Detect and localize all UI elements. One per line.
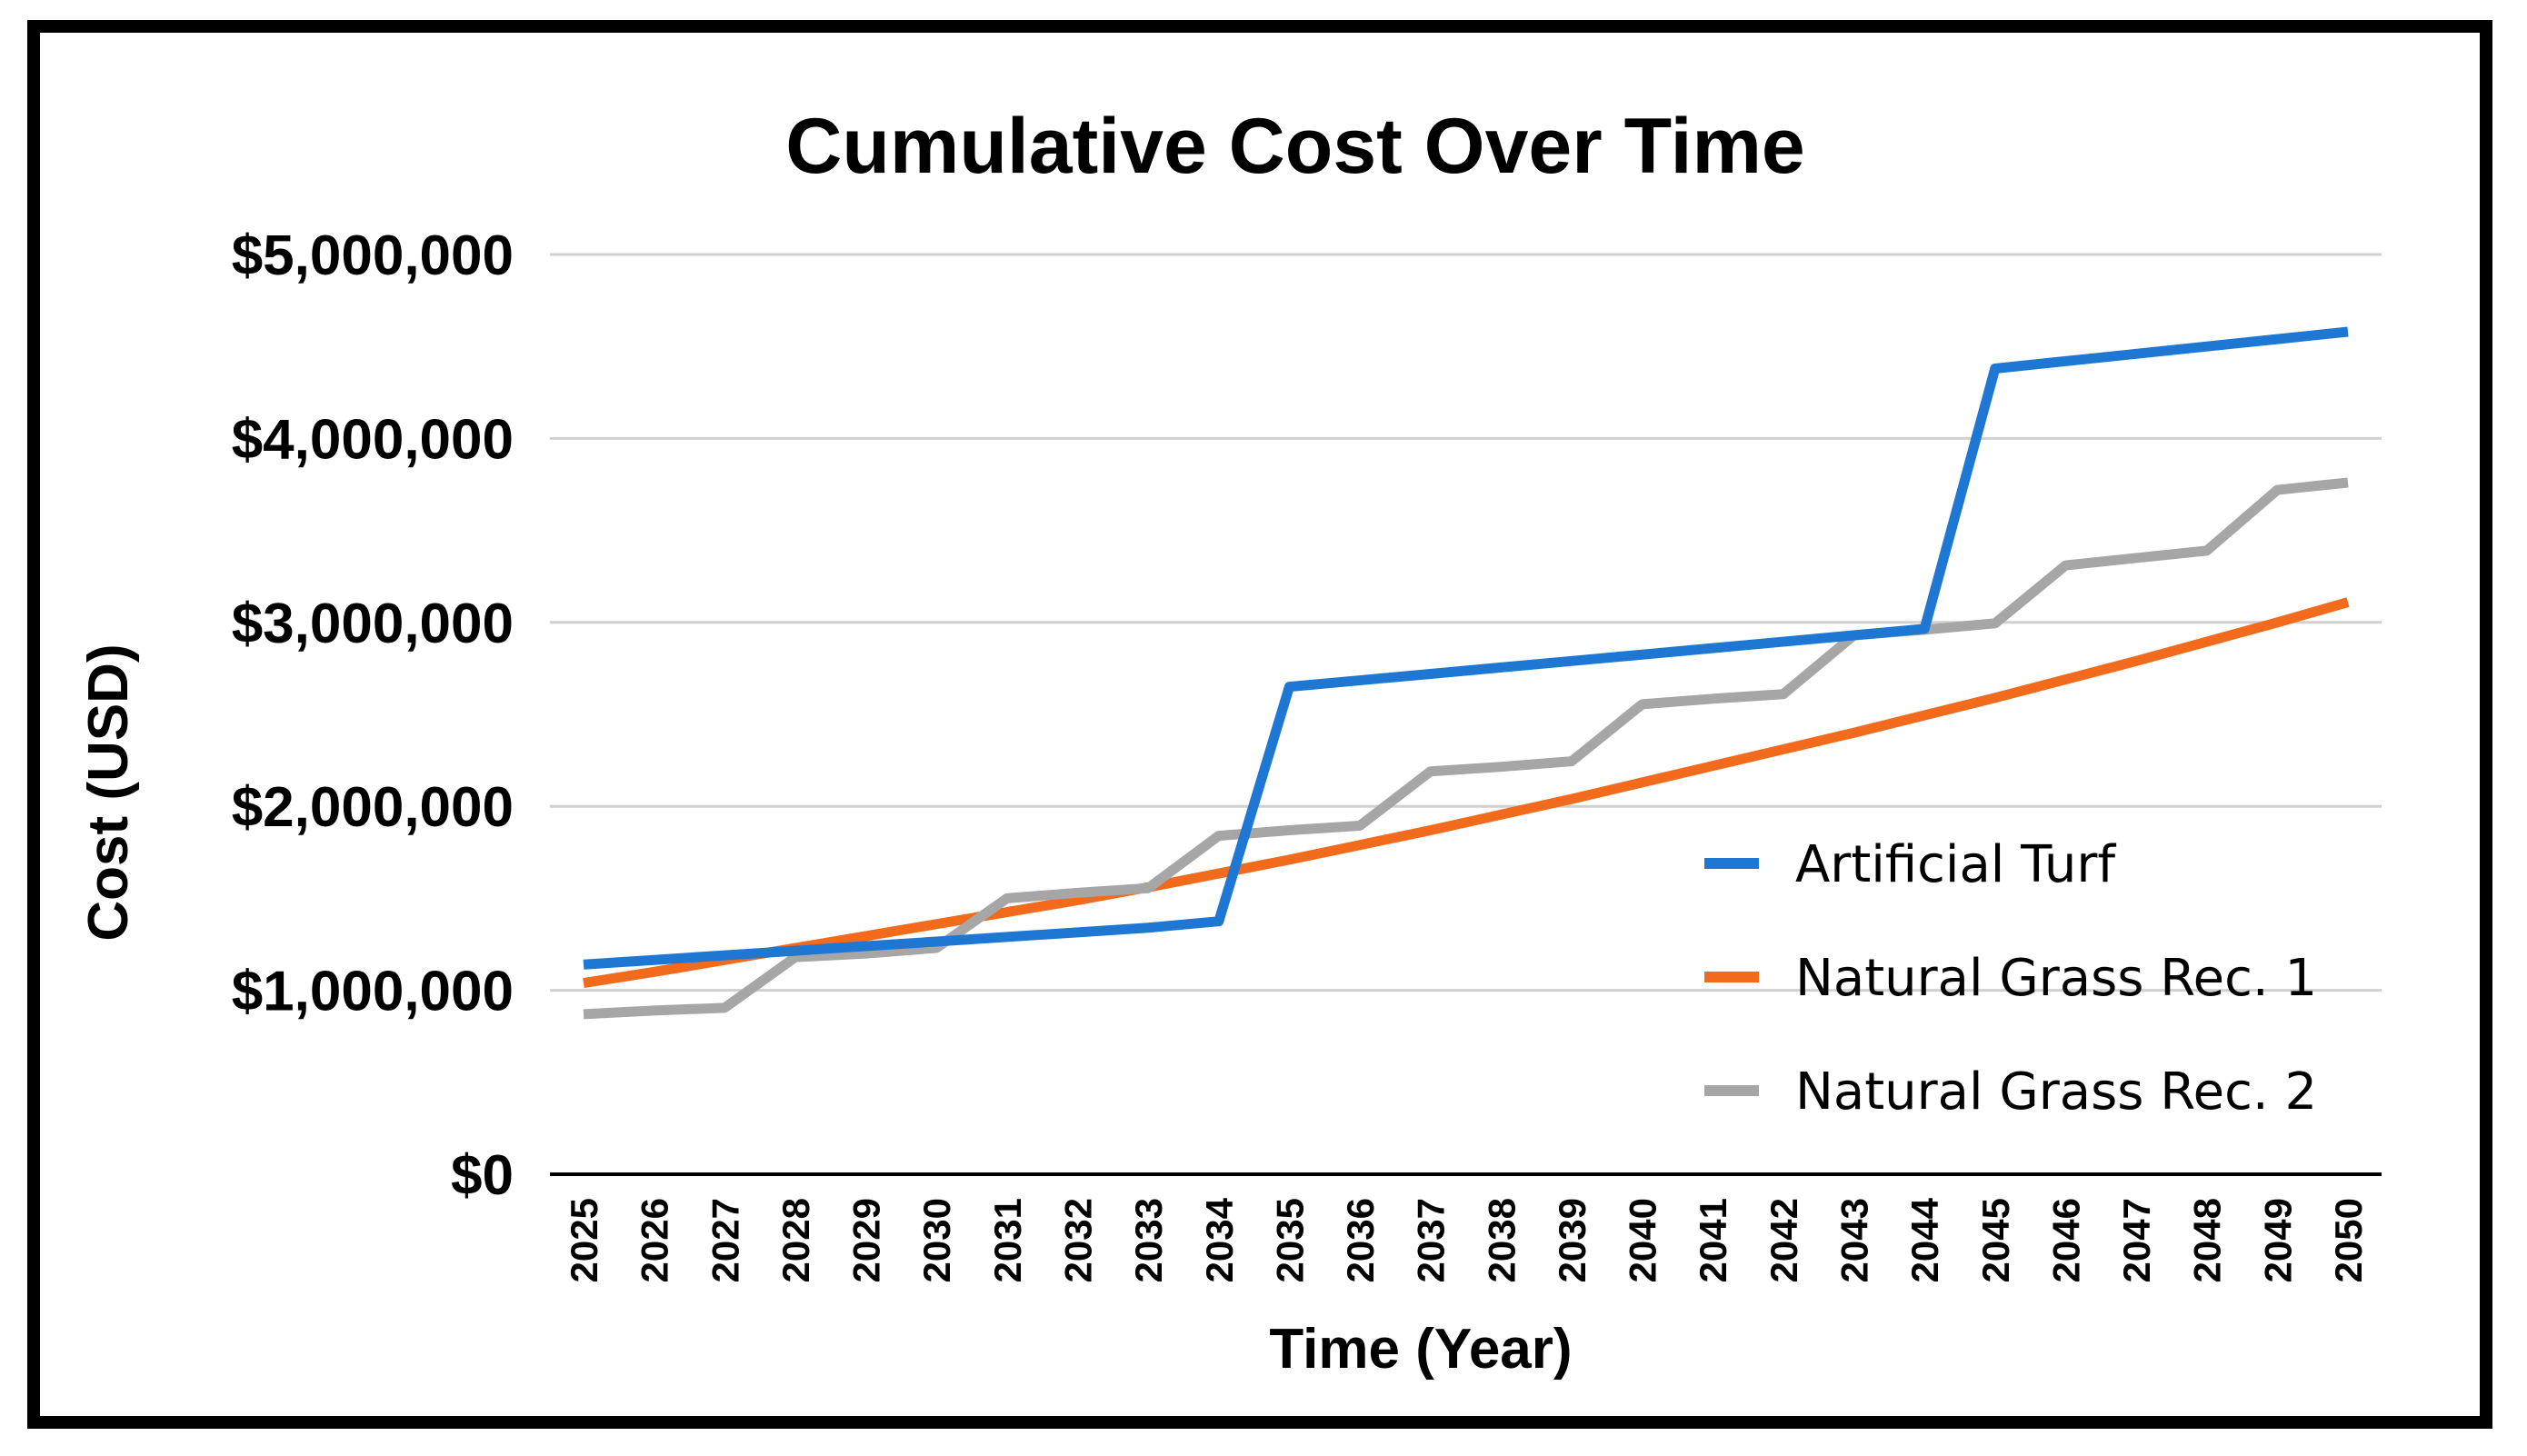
x-tick-label: 2046 — [2044, 1198, 2087, 1282]
x-tick-label: 2034 — [1198, 1197, 1241, 1282]
x-tick-label: 2039 — [1551, 1198, 1593, 1282]
x-tick-label: 2033 — [1127, 1198, 1170, 1282]
y-axis-ticks: $0 $1,000,000 $2,000,000 $3,000,000 $4,000,0… — [232, 224, 514, 1207]
series-line-natural-grass-rec-1 — [583, 597, 2350, 988]
x-tick-label: 2049 — [2256, 1198, 2299, 1282]
x-tick-label: 2040 — [1622, 1198, 1664, 1282]
x-tick-label: 2045 — [1974, 1198, 2017, 1282]
legend-label: Artificial Turf — [1795, 835, 2116, 894]
series-lines — [583, 326, 2350, 1020]
x-tick-label: 2032 — [1056, 1198, 1099, 1282]
series-line-natural-grass-rec-2 — [583, 477, 2349, 1020]
x-tick-label: 2038 — [1480, 1198, 1523, 1282]
x-axis-ticks: 2025 2026 2027 2028 2029 2030 2031 2032 2033 2034… — [563, 1197, 2370, 1282]
x-tick-label: 2029 — [845, 1198, 888, 1282]
x-tick-label: 2044 — [1903, 1197, 1946, 1282]
x-tick-label: 2030 — [915, 1198, 958, 1282]
x-tick-label: 2042 — [1763, 1198, 1805, 1282]
y-tick-label: $5,000,000 — [232, 224, 514, 287]
y-tick-label: $4,000,000 — [232, 408, 514, 471]
y-tick-label: $3,000,000 — [232, 593, 514, 655]
x-tick-label: 2037 — [1410, 1198, 1453, 1282]
x-tick-label: 2041 — [1692, 1198, 1734, 1282]
x-tick-label: 2031 — [986, 1198, 1029, 1282]
x-tick-label: 2047 — [2115, 1198, 2158, 1282]
y-axis-label: Cost (USD) — [77, 643, 140, 941]
x-tick-label: 2035 — [1268, 1198, 1311, 1282]
y-tick-label: $1,000,000 — [232, 961, 514, 1023]
x-axis-label: Time (Year) — [1269, 1318, 1572, 1381]
x-tick-label: 2036 — [1339, 1198, 1382, 1282]
legend: Artificial Turf Natural Grass Rec. 1 Natur… — [1704, 835, 2317, 1122]
series-line-artificial-turf — [583, 326, 2349, 970]
legend-label: Natural Grass Rec. 2 — [1795, 1062, 2317, 1122]
x-tick-label: 2028 — [774, 1198, 817, 1282]
x-tick-label: 2043 — [1833, 1198, 1876, 1282]
x-tick-label: 2025 — [563, 1198, 605, 1282]
x-tick-label: 2050 — [2327, 1198, 2370, 1282]
chart-title: Cumulative Cost Over Time — [785, 103, 1805, 190]
y-tick-label: $0 — [451, 1144, 514, 1207]
gridlines — [550, 253, 2382, 992]
x-tick-label: 2048 — [2186, 1198, 2229, 1282]
legend-label: Natural Grass Rec. 1 — [1795, 949, 2317, 1008]
x-tick-label: 2026 — [634, 1198, 676, 1282]
y-tick-label: $2,000,000 — [232, 776, 514, 839]
x-tick-label: 2027 — [704, 1198, 746, 1282]
